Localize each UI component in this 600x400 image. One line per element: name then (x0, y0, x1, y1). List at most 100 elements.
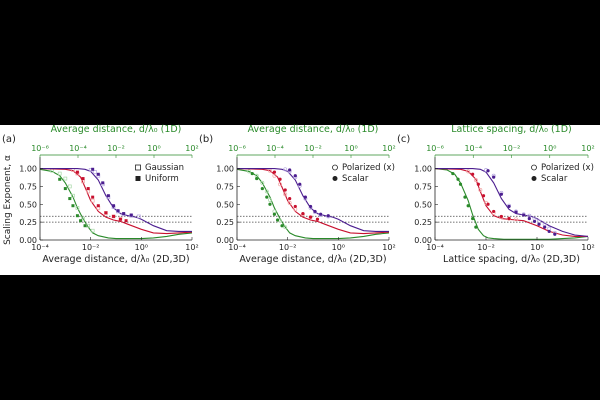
panel-0: (a) Average distance, d/λ₀ (1D) 1.00 0.75 0.… (2, 124, 199, 265)
data-point (499, 214, 503, 219)
data-point (288, 168, 292, 172)
data-point (287, 200, 292, 205)
data-point (124, 219, 128, 223)
x-tick-label: 10⁻² (279, 243, 297, 252)
data-point (118, 217, 122, 221)
top-x-tick-label: 10² (581, 144, 594, 153)
legend-marker (531, 176, 537, 181)
data-point (247, 169, 252, 174)
data-point (315, 217, 320, 221)
data-point (57, 171, 62, 176)
data-point (268, 198, 272, 202)
data-point (486, 169, 490, 173)
data-point (90, 228, 95, 233)
y-tick-label: 1.00 (216, 165, 234, 174)
panel-label: (b) (199, 134, 213, 145)
y-tick-label: 0.25 (19, 218, 37, 227)
y-tick-label: 1.00 (414, 165, 432, 174)
data-point (319, 212, 323, 216)
data-point (58, 177, 62, 181)
panel-strip-background (0, 125, 600, 275)
top-x-tick-label: 10⁻⁶ (31, 144, 49, 153)
legend-marker (332, 164, 338, 171)
data-point (255, 176, 259, 181)
y-tick-label: 0.75 (414, 182, 432, 191)
data-point (268, 202, 272, 206)
y-tick-label: 0.50 (216, 200, 234, 209)
data-point (250, 171, 254, 176)
data-point (507, 216, 511, 221)
data-point (486, 202, 490, 206)
y-tick-label: 0.00 (216, 236, 234, 245)
series-line-green (39, 168, 193, 240)
x-axis-label: Average distance, d/λ₀ (2D,3D) (42, 254, 189, 265)
y-tick-label: 0.50 (19, 200, 37, 209)
data-point (96, 172, 100, 176)
data-point (481, 194, 486, 198)
y-tick-label: 1.00 (19, 165, 37, 174)
data-point (514, 210, 518, 214)
data-point (308, 215, 313, 219)
data-point (122, 212, 126, 216)
data-point (81, 216, 85, 221)
legend-label: Scalar (342, 174, 369, 184)
data-point (288, 196, 292, 201)
y-tick-label: 0.00 (19, 236, 37, 245)
data-point (265, 195, 269, 199)
data-point (473, 178, 478, 182)
data-point (91, 167, 95, 171)
data-point (275, 218, 280, 222)
x-axis-label: Lattice spacing, d/λ₀ (2D,3D) (443, 254, 580, 265)
data-point (532, 219, 537, 224)
top-x-tick-label: 10⁻² (107, 144, 125, 153)
data-point (476, 182, 480, 186)
data-point (466, 169, 471, 174)
data-point (96, 204, 100, 208)
data-point (466, 204, 470, 208)
data-point (543, 225, 547, 229)
data-point (492, 209, 496, 214)
data-point (79, 219, 83, 223)
data-point (303, 195, 307, 199)
legend-marker (135, 164, 141, 171)
data-point (471, 216, 475, 221)
data-point (67, 184, 72, 189)
series-line-red (39, 168, 193, 235)
top-x-tick-label: 10⁻⁴ (266, 144, 284, 153)
y-tick-label: 0.25 (414, 218, 432, 227)
x-tick-label: 10⁰ (332, 243, 345, 252)
data-point (129, 213, 133, 217)
data-point (112, 204, 116, 208)
legend-label: Scalar (541, 174, 568, 184)
legend-label: Uniform (145, 174, 179, 184)
data-point (101, 181, 105, 185)
x-tick-label: 10⁻⁴ (426, 243, 444, 252)
top-axis-label: Average distance, d/λ₀ (1D) (248, 124, 379, 135)
x-axis-label: Average distance, d/λ₀ (2D,3D) (239, 254, 386, 265)
data-point (553, 232, 557, 236)
data-point (91, 195, 95, 199)
data-point (492, 175, 496, 179)
data-point (474, 225, 478, 229)
data-point (463, 195, 467, 199)
x-tick-label: 10⁻⁴ (31, 243, 49, 252)
top-axis-label: Average distance, d/λ₀ (1D) (51, 124, 182, 135)
top-x-tick-label: 10⁰ (543, 144, 556, 153)
data-point (86, 223, 91, 228)
data-point (75, 170, 79, 174)
data-point (81, 177, 85, 181)
legend-marker (332, 176, 338, 181)
panel-1: (b) Average distance, d/λ₀ (1D) 1.00 0.75 0.… (199, 124, 396, 265)
data-point (116, 209, 120, 213)
data-point (75, 214, 79, 218)
data-point (527, 216, 531, 221)
data-point (104, 211, 108, 215)
x-tick-label: 10² (581, 243, 594, 252)
data-point (298, 182, 302, 186)
data-point (260, 180, 265, 185)
top-x-tick-label: 10⁰ (344, 144, 357, 153)
data-point (283, 192, 288, 197)
data-point (83, 224, 87, 228)
y-tick-label: 0.00 (414, 236, 432, 245)
